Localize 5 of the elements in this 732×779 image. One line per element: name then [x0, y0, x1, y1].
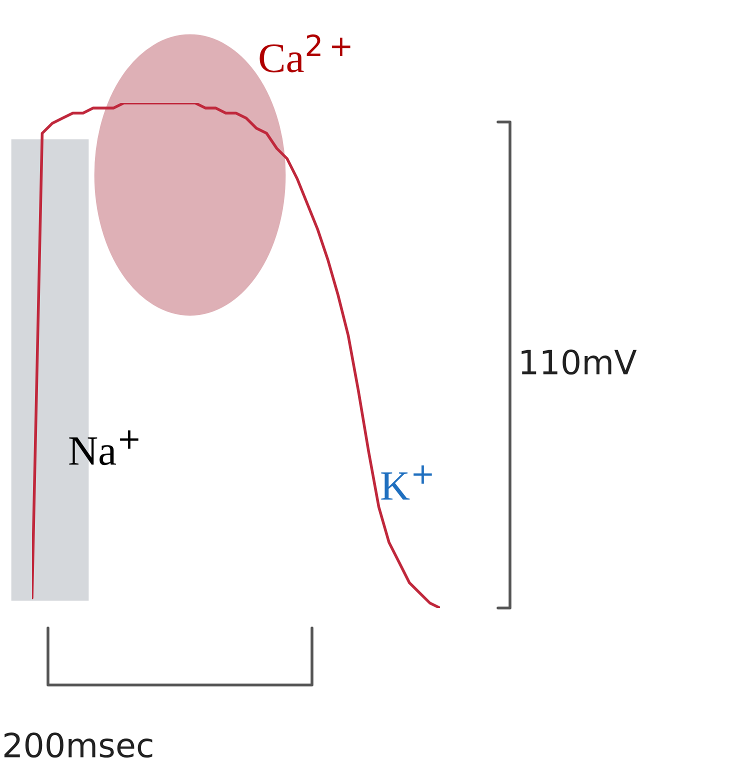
- annotation: K$^{+}$: [381, 465, 432, 500]
- text: 200msec: [4, 732, 152, 758]
- annotation: Na$^{+}$: [69, 430, 138, 466]
- text: 110mV: [522, 349, 637, 375]
- text: Ca$^{2+}$: [260, 34, 350, 72]
